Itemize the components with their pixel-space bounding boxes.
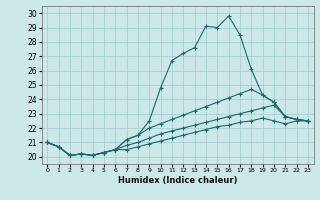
X-axis label: Humidex (Indice chaleur): Humidex (Indice chaleur) — [118, 176, 237, 185]
